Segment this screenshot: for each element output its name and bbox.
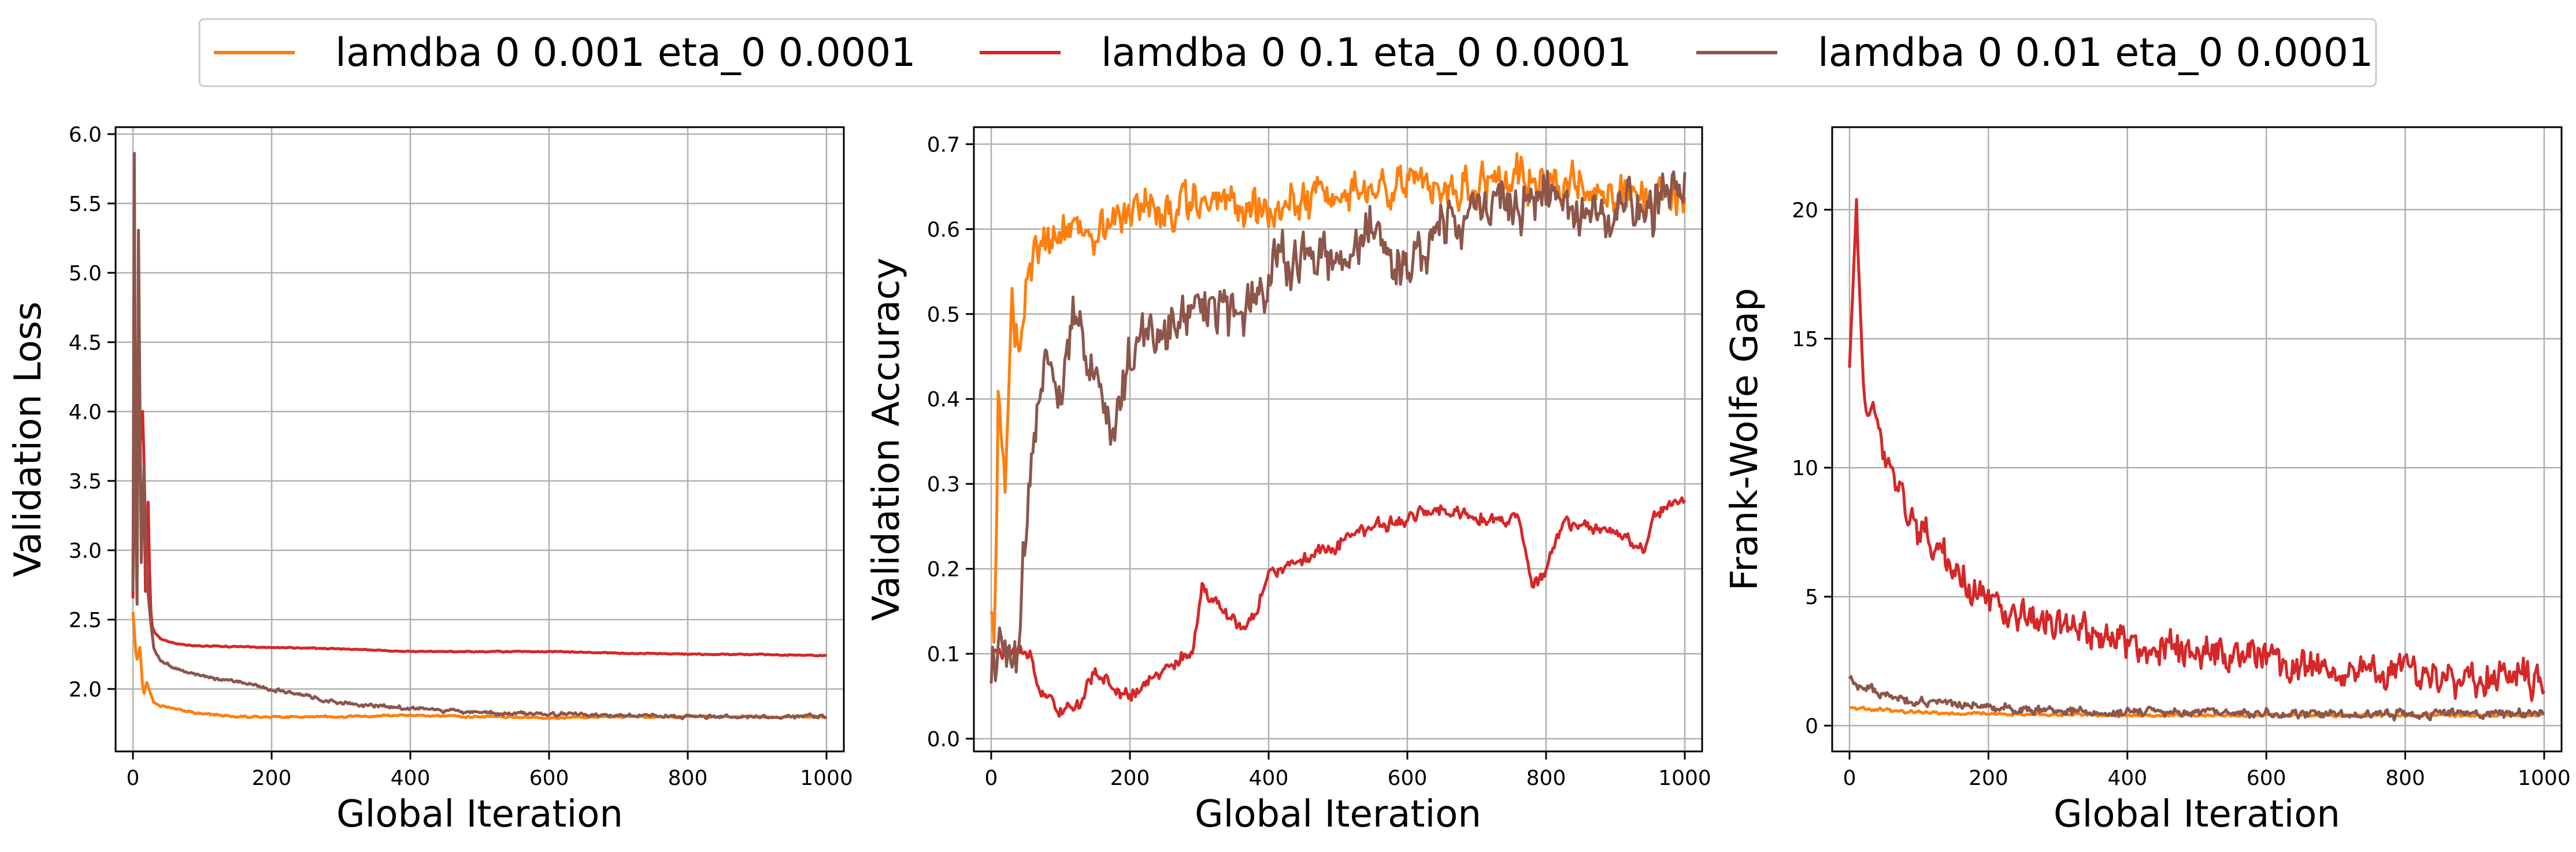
y-tick-label: 5.0	[69, 262, 102, 286]
series-line-2	[131, 345, 827, 658]
x-tick-label: 200	[252, 766, 292, 790]
y-tick-label: 0.1	[927, 643, 960, 666]
y-tick-label: 0.7	[927, 133, 960, 157]
axes-frame	[114, 126, 845, 753]
legend-frame	[198, 18, 2377, 87]
series-group	[131, 151, 828, 721]
x-tick-label: 0	[985, 766, 998, 790]
x-tick-label: 200	[1110, 766, 1150, 790]
y-tick-label: 6.0	[69, 123, 102, 147]
series-line-3	[989, 169, 1687, 684]
y-axis-label: Validation Loss	[7, 302, 50, 577]
x-tick-label: 600	[529, 766, 569, 790]
x-tick-label: 0	[1843, 766, 1856, 790]
y-tick-label: 4.0	[69, 401, 102, 424]
y-tick-label: 0	[1805, 714, 1818, 738]
chart-panel-3: 0 200 400 600 800 1000 0 5 10 15 20 Global Iteratio…	[1723, 126, 2571, 836]
x-tick-label: 400	[2107, 766, 2147, 790]
series-group	[1848, 198, 2546, 722]
y-tick-label: 0.6	[927, 218, 960, 242]
y-tick-label: 5	[1805, 586, 1818, 609]
x-axis-label: Global Iteration	[336, 793, 623, 836]
y-axis-label: Frank-Wolfe Gap	[1723, 288, 1766, 591]
chart-panels: 0 200 400 600 800 10002.02.53.03.54.04.55.05.…	[7, 123, 2571, 836]
chart-panel-2: 0 200 400 600 800 1000 0.0 0.1 0.2 0.3 0.4 0.5 0.6 0.…	[865, 126, 1711, 836]
y-axis-label: Validation Accuracy	[865, 258, 908, 621]
series-line-1	[989, 152, 1687, 644]
y-tick-label: 0.5	[927, 303, 960, 327]
y-tick-label: 4.5	[69, 331, 102, 355]
x-axis-label: Global Iteration	[1195, 793, 1481, 836]
axes-frame	[1831, 126, 2563, 753]
x-tick-label: 0	[127, 766, 140, 790]
legend-entry: lamdba 0 0.001 eta_0 0.0001	[214, 30, 916, 76]
series-line-1	[1849, 705, 2545, 719]
grid	[116, 127, 844, 751]
chart-panel-1: 0 200 400 600 800 1000 2.0 2.5 3.0 3.5 4.0 4.5 5.0 5.…	[7, 123, 853, 836]
y-tick-label: 0.2	[927, 558, 960, 581]
legend-label: lamdba 0 0.001 eta_0 0.0001	[335, 30, 916, 76]
series-line-2	[1848, 198, 2546, 702]
legend-label: lamdba 0 0.01 eta_0 0.0001	[1818, 30, 2373, 76]
x-tick-label: 1000	[2518, 766, 2571, 790]
y-tick-label: 3.5	[69, 470, 102, 494]
x-axis-label: Global Iteration	[2054, 793, 2340, 836]
axes-frame	[973, 126, 1703, 753]
x-tick-label: 1000	[1658, 766, 1711, 790]
y-tick-label: 0.4	[927, 388, 960, 412]
legend-label: lamdba 0 0.1 eta_0 0.0001	[1101, 30, 1632, 76]
x-tick-label: 800	[2385, 766, 2425, 790]
series-group	[989, 152, 1687, 718]
series-line-1	[131, 612, 827, 720]
series-line-3	[1848, 675, 2545, 722]
x-tick-label: 600	[1388, 766, 1428, 790]
y-tick-label: 0.3	[927, 473, 960, 497]
legend: lamdba 0 0.001 eta_0 0.0001 lamdba 0 0.1 …	[198, 18, 2377, 87]
x-tick-label: 1000	[800, 766, 853, 790]
x-tick-label: 800	[668, 766, 708, 790]
y-tick-label: 2.5	[69, 609, 102, 632]
x-tick-label: 200	[1969, 766, 2008, 790]
x-tick-label: 400	[391, 766, 431, 790]
series-line-2	[991, 496, 1687, 718]
y-tick-label: 20	[1792, 199, 1818, 223]
y-tick-label: 0.0	[927, 728, 960, 751]
y-tick-label: 5.5	[69, 192, 102, 216]
x-tick-label: 800	[1526, 766, 1566, 790]
y-tick-label: 3.0	[69, 539, 102, 563]
series-line-3	[131, 151, 828, 721]
y-tick-label: 10	[1792, 457, 1818, 480]
y-tick-label: 15	[1792, 328, 1818, 351]
grid	[974, 127, 1702, 751]
x-tick-label: 400	[1249, 766, 1289, 790]
legend-entry: lamdba 0 0.1 eta_0 0.0001	[980, 30, 1632, 76]
y-tick-label: 2.0	[69, 678, 102, 702]
legend-entry: lamdba 0 0.01 eta_0 0.0001	[1696, 30, 2373, 76]
x-tick-label: 600	[2247, 766, 2286, 790]
